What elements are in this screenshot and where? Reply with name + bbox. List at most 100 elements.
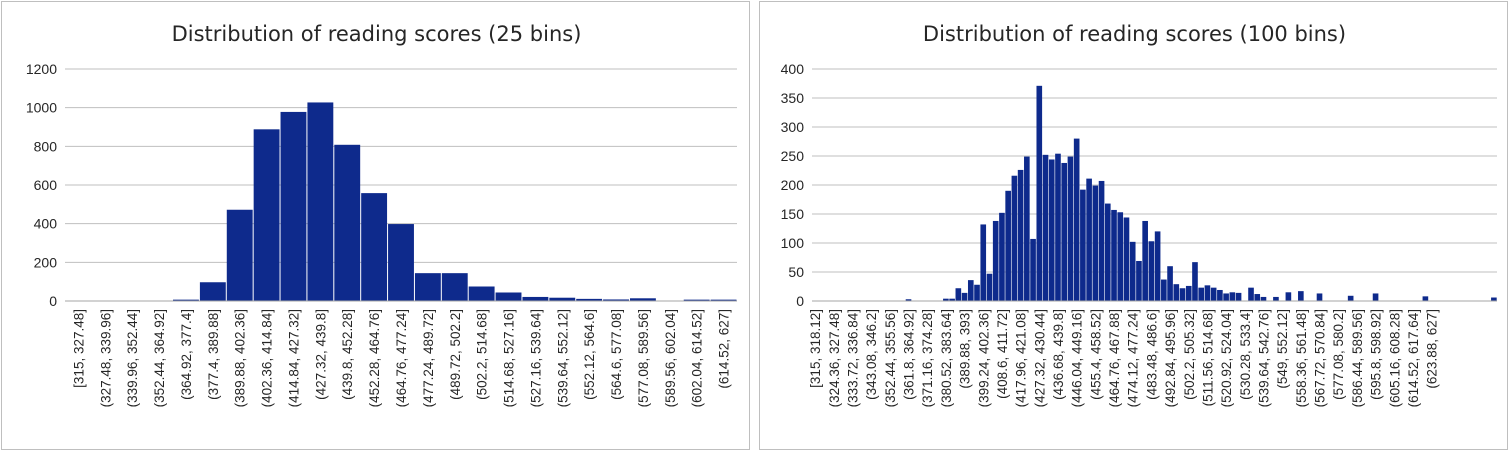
bar — [949, 298, 955, 301]
x-tick-label: (602.04, 614.52] — [690, 309, 705, 407]
x-tick-label: (614.52, 617.64] — [1406, 309, 1421, 407]
bar — [1123, 217, 1130, 301]
x-tick-label: (552.12, 564.6] — [582, 309, 597, 400]
x-tick-label: (502.2, 505.32] — [1182, 309, 1197, 400]
bar — [1298, 291, 1304, 301]
y-tick-label: 50 — [788, 264, 804, 280]
x-tick-label: (446.04, 449.16] — [1070, 309, 1085, 407]
bar — [1017, 169, 1024, 301]
chart-title: Distribution of reading scores (25 bins) — [172, 22, 582, 46]
bar — [1254, 294, 1261, 301]
x-tick-label: (452.28, 464.76] — [367, 309, 382, 407]
y-tick-label: 100 — [781, 235, 805, 251]
x-tick-label: (577.08, 589.56] — [636, 309, 651, 407]
histogram-100-bins: Distribution of reading scores (100 bins… — [781, 22, 1497, 407]
x-tick-label: (352.44, 364.92] — [152, 309, 167, 407]
bar — [1055, 153, 1061, 301]
bar — [1192, 262, 1198, 301]
x-tick-label: (558.36, 561.48] — [1294, 309, 1309, 407]
bar — [1161, 279, 1167, 301]
x-tick-label: (399.24, 402.36] — [976, 309, 991, 407]
bar — [1210, 287, 1217, 301]
x-tick-label: (514.68, 527.16] — [502, 309, 517, 407]
x-tick-label: (389.88, 402.36] — [233, 309, 248, 407]
bar — [1185, 285, 1192, 301]
chart-panel-100-bins: Distribution of reading scores (100 bins… — [759, 1, 1508, 450]
x-tick-label: (567.72, 570.84] — [1313, 309, 1328, 407]
bar — [629, 298, 656, 301]
x-tick-label: (339.96, 352.44] — [125, 309, 140, 407]
bar — [943, 298, 949, 301]
bar — [961, 292, 968, 301]
bar — [441, 273, 468, 301]
bar — [1273, 296, 1279, 301]
x-tick-label: (539.64, 542.76] — [1256, 309, 1271, 407]
bar — [173, 299, 199, 301]
x-tick-label: (589.56, 602.04] — [663, 309, 678, 407]
x-tick-label: (527.16, 539.64] — [528, 309, 543, 407]
bar — [1092, 185, 1099, 301]
y-tick-label: 250 — [781, 148, 805, 164]
bar — [1179, 288, 1186, 301]
x-tick-label: (333.72, 336.84] — [845, 309, 860, 407]
bar — [1154, 231, 1161, 301]
y-tick-label: 600 — [34, 177, 58, 193]
x-tick-label: (577.08, 580.2] — [1331, 309, 1346, 400]
bar — [603, 299, 629, 301]
x-tick-label: (520.92, 524.04] — [1219, 309, 1234, 407]
bar — [1316, 293, 1323, 301]
bar — [1136, 260, 1142, 301]
bar — [1005, 190, 1011, 301]
y-tick-label: 200 — [781, 177, 805, 193]
bar — [1223, 293, 1229, 301]
bar — [1098, 180, 1105, 301]
x-tick-label: [315, 318.12] — [808, 309, 823, 388]
y-tick-label: 0 — [796, 293, 804, 309]
bar — [1086, 178, 1092, 301]
bar — [414, 273, 441, 301]
bar — [576, 298, 603, 301]
y-tick-label: 200 — [34, 254, 58, 270]
bar — [1260, 296, 1267, 301]
bar — [361, 193, 388, 301]
x-tick-label: (464.76, 467.88] — [1107, 309, 1122, 407]
bar — [1372, 293, 1379, 301]
x-tick-label: (352.44, 355.56] — [883, 309, 898, 407]
chart-title: Distribution of reading scores (100 bins… — [923, 22, 1346, 46]
x-tick-label: (343.08, 346.2] — [864, 309, 879, 400]
bar — [980, 224, 987, 301]
y-tick-label: 350 — [781, 90, 805, 106]
y-tick-label: 1000 — [26, 100, 57, 116]
x-tick-label: (408.6, 411.72] — [995, 309, 1010, 399]
bar — [1229, 292, 1236, 301]
x-tick-label: (614.52, 627] — [717, 309, 732, 389]
x-tick-label: (427.32, 439.8] — [313, 309, 328, 400]
bar — [1422, 296, 1429, 301]
bar — [1347, 295, 1354, 301]
y-tick-label: 0 — [49, 293, 57, 309]
y-tick-label: 400 — [781, 61, 805, 77]
bar — [999, 212, 1005, 301]
bar — [1030, 238, 1036, 301]
bar — [710, 299, 737, 301]
bar — [334, 144, 361, 301]
bar — [1073, 138, 1080, 301]
x-tick-label: (417.96, 421.08] — [1014, 309, 1029, 407]
bar — [1024, 156, 1030, 301]
bar — [1067, 156, 1074, 301]
bar — [522, 296, 549, 301]
bar — [280, 111, 307, 301]
bar — [1217, 289, 1223, 301]
bar — [967, 280, 974, 301]
y-tick-label: 400 — [34, 216, 58, 232]
chart-panel-25-bins: Distribution of reading scores (25 bins)… — [1, 1, 750, 450]
x-tick-label: (483.48, 486.6] — [1144, 309, 1159, 400]
x-tick-label: (464.76, 477.24] — [394, 309, 409, 407]
x-tick-label: (364.92, 377.4] — [179, 309, 194, 400]
y-tick-label: 150 — [781, 206, 805, 222]
bar — [468, 286, 495, 301]
x-tick-label: (489.72, 502.2] — [448, 309, 463, 400]
y-tick-label: 800 — [34, 138, 58, 154]
bar — [974, 284, 980, 301]
x-tick-label: [315, 327.48] — [71, 309, 86, 388]
